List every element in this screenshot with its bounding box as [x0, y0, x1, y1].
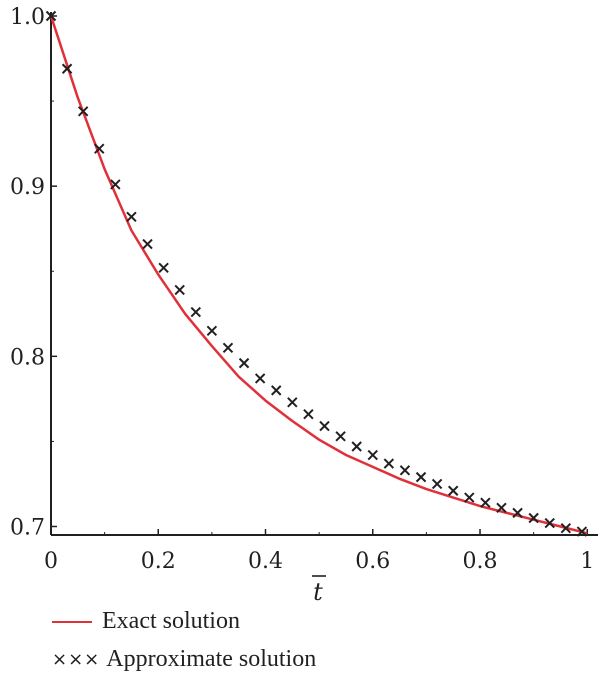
marker-stroke	[464, 492, 475, 503]
approximate-point	[383, 458, 395, 469]
marker-stroke	[335, 431, 346, 442]
approximate-point	[335, 431, 346, 442]
marker-stroke	[351, 441, 362, 452]
approximate-point	[222, 342, 234, 354]
approximate-point	[415, 471, 427, 483]
x-tick-label: 0.6	[355, 549, 390, 574]
marker-stroke	[367, 449, 378, 461]
approximate-point	[45, 10, 57, 22]
y-tick-label: 0.8	[10, 345, 45, 370]
legend-marker-swatch: ×××	[52, 649, 101, 670]
approximate-point	[496, 502, 507, 513]
marker-stroke	[61, 63, 73, 74]
approximate-point	[560, 522, 572, 534]
approximate-point	[512, 507, 523, 519]
legend-label-approximate: Approximate solution	[106, 646, 317, 672]
approximate-point	[61, 63, 73, 74]
approximate-point	[303, 408, 314, 420]
y-tick-label: 1.0	[10, 5, 45, 30]
marker-stroke	[399, 465, 411, 476]
x-tick-label: 0	[44, 549, 58, 574]
approximate-point	[142, 238, 153, 250]
marker-stroke	[174, 284, 185, 296]
marker-stroke	[544, 517, 555, 529]
marker-stroke	[222, 342, 234, 354]
marker-stroke	[576, 526, 588, 537]
x-tick-label: 0.2	[141, 549, 176, 574]
y-tick-label: 0.9	[10, 175, 45, 200]
approximate-point	[464, 492, 475, 503]
x-tick-label: 1	[580, 549, 594, 574]
approximate-point	[544, 517, 555, 529]
approximate-point	[576, 526, 588, 537]
marker-stroke	[94, 143, 105, 154]
marker-stroke	[190, 306, 202, 318]
marker-stroke	[560, 522, 572, 534]
approximate-point	[190, 306, 202, 318]
y-tick-label: 0.7	[10, 515, 45, 540]
approximate-point	[254, 373, 266, 384]
marker-stroke	[126, 211, 137, 223]
approximate-point	[319, 420, 330, 432]
legend-line-swatch	[52, 620, 92, 623]
approximate-point	[238, 357, 250, 369]
marker-stroke	[77, 106, 89, 117]
marker-stroke	[447, 485, 459, 496]
marker-stroke	[319, 420, 330, 432]
approximate-point	[351, 441, 362, 452]
approximate-point	[77, 106, 89, 117]
chart-plot: 0 0.2 0.4 0.6 0.8 1 0.7 0.8 0.9 1.0 t	[10, 5, 598, 606]
marker-stroke	[415, 471, 427, 483]
marker-stroke	[480, 497, 491, 508]
marker-stroke	[271, 385, 282, 396]
marker-stroke	[528, 512, 539, 524]
approximate-point	[110, 179, 121, 190]
approximate-series-group	[45, 10, 588, 537]
marker-stroke	[303, 408, 314, 420]
approximate-point	[431, 478, 443, 490]
approximate-point	[287, 397, 298, 408]
approximate-point	[126, 211, 137, 223]
x-tick-label: 0.8	[463, 549, 498, 574]
marker-stroke	[383, 458, 395, 469]
exact-series-group	[49, 15, 588, 535]
marker-stroke	[254, 373, 266, 384]
marker-stroke	[496, 502, 507, 513]
axes-group	[50, 12, 598, 536]
legend-item-approximate: ××× Approximate solution	[52, 646, 316, 673]
marker-stroke	[45, 10, 57, 22]
approximate-point	[367, 449, 378, 461]
marker-stroke	[206, 325, 218, 337]
legend-label-exact: Exact solution	[102, 608, 240, 634]
tick-labels-group: 0 0.2 0.4 0.6 0.8 1 0.7 0.8 0.9 1.0	[10, 5, 594, 577]
approximate-point	[94, 143, 105, 154]
marker-stroke	[110, 179, 121, 190]
approximate-point	[399, 465, 411, 476]
approximate-point	[480, 497, 491, 508]
x-tick-label: 0.4	[248, 549, 283, 574]
legend-item-exact: Exact solution	[52, 608, 240, 635]
marker-stroke	[238, 357, 250, 369]
marker-stroke	[512, 507, 523, 519]
marker-stroke	[431, 478, 443, 490]
marker-stroke	[158, 262, 169, 274]
approximate-point	[174, 284, 185, 296]
exact-solution-line	[49, 15, 588, 535]
approximate-point	[206, 325, 218, 337]
marker-stroke	[287, 397, 298, 408]
approximate-point	[158, 262, 169, 274]
approximate-point	[271, 385, 282, 396]
approximate-point	[528, 512, 539, 524]
approximate-point	[447, 485, 459, 496]
x-axis-title: t	[313, 578, 323, 606]
marker-stroke	[142, 238, 153, 250]
